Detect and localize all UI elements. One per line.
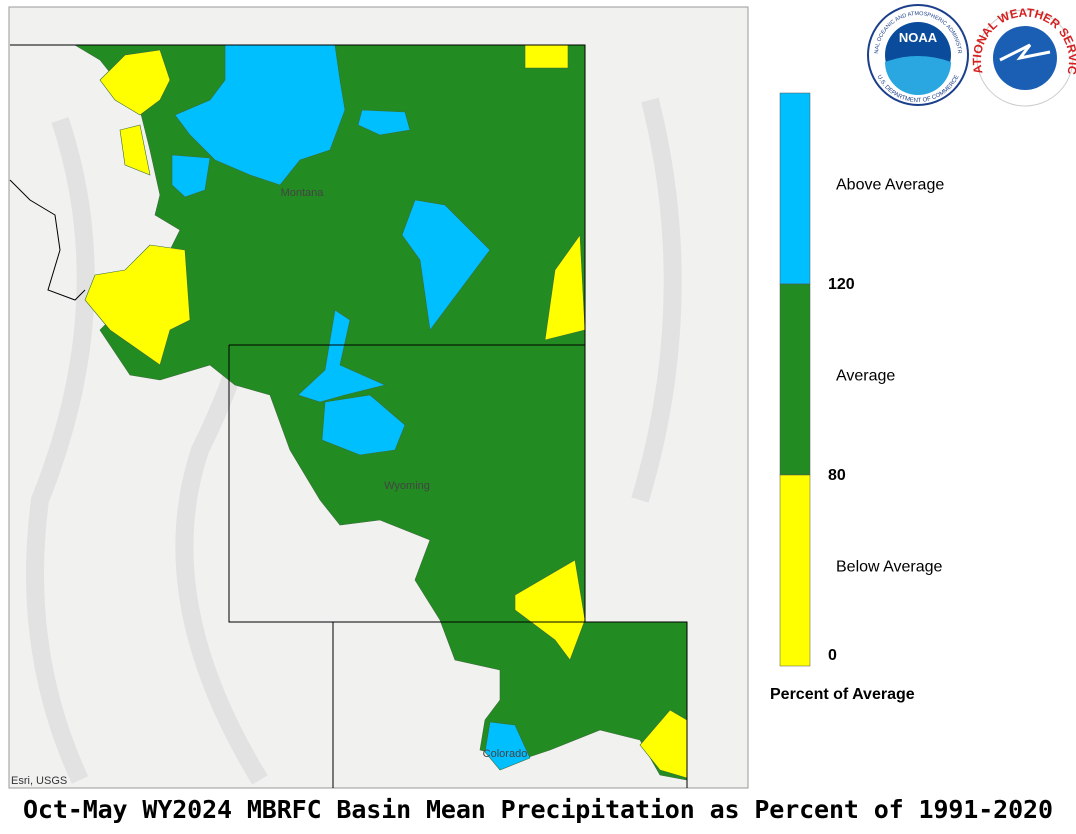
legend: Percent of Average Above Average Average B… bbox=[770, 92, 944, 703]
legend-break: 0 bbox=[828, 647, 837, 664]
basin-above bbox=[171, 154, 211, 198]
legend-break: 80 bbox=[828, 467, 846, 484]
basin-above bbox=[484, 721, 531, 771]
basin-below bbox=[544, 234, 586, 341]
basin-below bbox=[84, 244, 191, 366]
legend-title: Percent of Average bbox=[770, 686, 915, 703]
basin-above bbox=[321, 394, 406, 456]
legend-swatch bbox=[779, 92, 811, 285]
map-title: Oct-May WY2024 MBRFC Basin Mean Precipit… bbox=[23, 795, 1053, 824]
legend-swatch bbox=[779, 283, 811, 476]
state-label: Wyoming bbox=[384, 480, 430, 492]
attribution: Esri, USGS bbox=[11, 775, 67, 787]
basin-below bbox=[119, 124, 151, 176]
basin-above bbox=[297, 309, 386, 403]
basin-above bbox=[357, 109, 411, 136]
map: Montana Wyoming Colorado Esri, USGS bbox=[9, 44, 688, 788]
noaa-name: NOAA bbox=[899, 30, 938, 45]
basin-below bbox=[639, 709, 688, 779]
basin-below bbox=[99, 49, 171, 116]
basin-above bbox=[174, 44, 346, 186]
legend-label: Average bbox=[836, 368, 895, 385]
state-boundary bbox=[9, 44, 688, 788]
legend-label: Below Average bbox=[836, 559, 943, 576]
state-label: Colorado bbox=[483, 748, 528, 760]
legend-break: 120 bbox=[828, 276, 855, 293]
legend-label: Above Average bbox=[836, 177, 944, 194]
basin-below bbox=[524, 44, 569, 69]
basin-below bbox=[514, 559, 586, 661]
legend-swatch bbox=[779, 474, 811, 667]
state-label: Montana bbox=[281, 187, 325, 199]
basin-above bbox=[401, 199, 491, 331]
